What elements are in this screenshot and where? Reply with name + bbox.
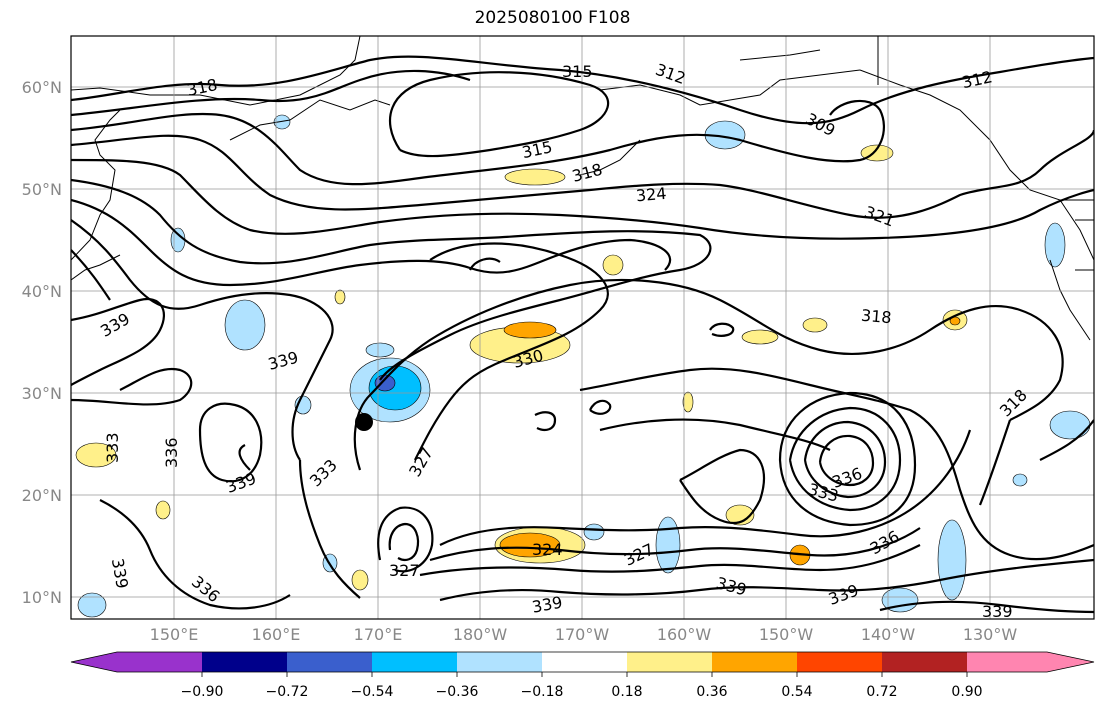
colorbar-segment <box>372 652 457 672</box>
colorbar-segment <box>967 652 1047 672</box>
lat-label-40n: 40°N <box>21 282 62 301</box>
lon-label-150e: 150°E <box>149 625 199 644</box>
lon-label-180w: 180°W <box>452 625 508 644</box>
colorbar-segment <box>882 652 967 672</box>
colorbar-tick-label: 0.90 <box>951 684 983 700</box>
contour-label: 324 <box>532 540 563 559</box>
colorbar-segment <box>287 652 372 672</box>
colorbar-segment <box>797 652 882 672</box>
map-title: 2025080100 F108 <box>474 8 631 28</box>
contour-label: 333 <box>103 432 122 463</box>
contour-label: 315 <box>562 62 593 81</box>
colorbar-tick-label: −0.18 <box>520 684 564 700</box>
contour-label: 324 <box>635 184 667 206</box>
colorbar-tick-label: 0.72 <box>866 684 898 700</box>
colorbar-tick-label: −0.90 <box>180 684 224 700</box>
colorbar-segment <box>712 652 797 672</box>
colorbar <box>70 651 1095 677</box>
contour-lines <box>71 55 1094 614</box>
colorbar-segment <box>457 652 542 672</box>
contour-label: 336 <box>162 437 181 468</box>
lon-label-140w: 140°W <box>860 625 916 644</box>
colorbar-segment <box>627 652 712 672</box>
map-frame <box>70 35 1095 620</box>
contour-label: 339 <box>982 602 1013 621</box>
storm-center-marker <box>355 413 373 431</box>
lat-label-60n: 60°N <box>21 78 62 97</box>
colorbar-tick-label: 0.36 <box>696 684 728 700</box>
contour-label: 318 <box>860 306 892 328</box>
lat-label-50n: 50°N <box>21 180 62 199</box>
colorbar-tick-label: −0.72 <box>265 684 309 700</box>
lat-label-10n: 10°N <box>21 588 62 607</box>
colorbar-tick-label: −0.36 <box>435 684 479 700</box>
coastlines <box>71 36 1094 341</box>
lon-label-170w: 170°W <box>554 625 610 644</box>
lon-label-170e: 170°E <box>353 625 403 644</box>
colorbar-tick-label: 0.18 <box>611 684 643 700</box>
lon-label-150w: 150°W <box>758 625 814 644</box>
colorbar-tick-label: −0.54 <box>350 684 394 700</box>
colorbar-extend-high <box>1047 652 1094 672</box>
lat-label-30n: 30°N <box>21 384 62 403</box>
lat-label-20n: 20°N <box>21 486 62 505</box>
colorbar-extend-low <box>71 652 117 672</box>
lon-label-130w: 130°W <box>962 625 1018 644</box>
colorbar-tick-label: 0.54 <box>781 684 813 700</box>
contour-labels: 318 315 312 312 309 315 318 324 321 318 … <box>97 60 1031 621</box>
lon-label-160e: 160°E <box>251 625 301 644</box>
contour-label: 327 <box>389 561 420 580</box>
map-area: 318 315 312 312 309 315 318 324 321 318 … <box>71 36 1094 621</box>
lon-label-160w: 160°W <box>656 625 712 644</box>
colorbar-segment <box>542 652 627 672</box>
colorbar-segment <box>117 652 202 672</box>
colorbar-segment <box>202 652 287 672</box>
